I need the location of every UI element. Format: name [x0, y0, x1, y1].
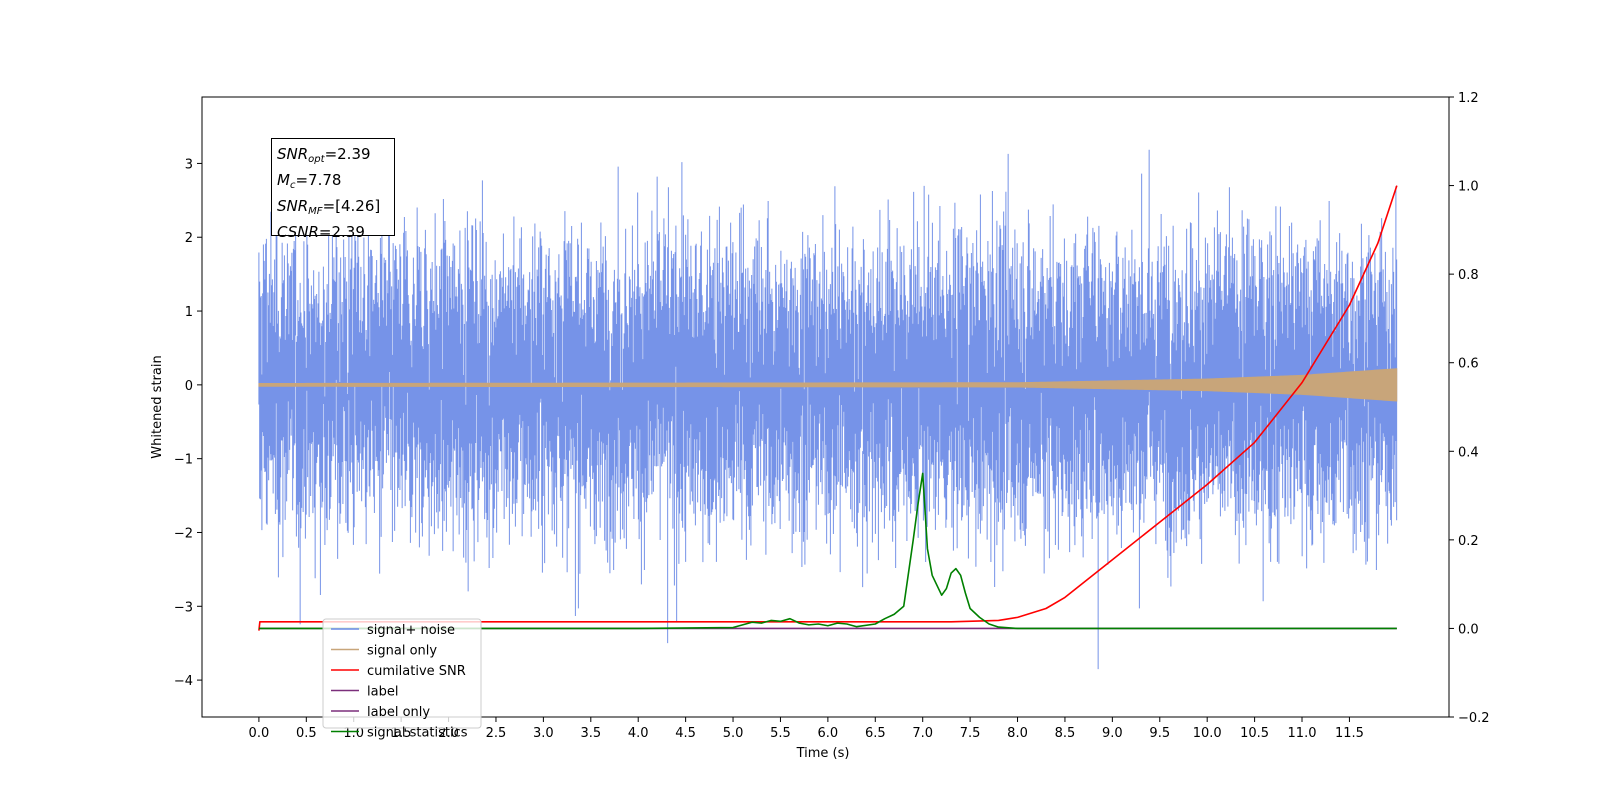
x-tick-label: 9.5 — [1149, 726, 1170, 741]
y2-tick-label: −0.2 — [1458, 711, 1490, 726]
x-tick-label: 8.0 — [1007, 726, 1028, 741]
legend-label: label only — [367, 705, 430, 720]
y-tick-label: −1 — [174, 453, 193, 468]
legend: signal+ noise signal only cumilative SNR la… — [322, 618, 482, 741]
y-axis-label: Whitened strain — [150, 355, 165, 458]
y-axis-left: 3 2 1 0 −1 −2 −3 −4 — [174, 157, 202, 689]
y2-tick-label: 0.0 — [1458, 622, 1479, 637]
x-tick-label: 4.5 — [675, 726, 696, 741]
signal-plus-noise-line — [258, 149, 1398, 670]
legend-label: cumilative SNR — [367, 664, 466, 679]
stats-annotation-box: SNRopt=2.39 Mc=7.78 SNRMF=[4.26] CSNR=2.… — [271, 138, 395, 241]
y2-tick-label: 0.8 — [1458, 268, 1479, 283]
x-axis: 0.0 0.5 1.0 1.5 2.0 2.5 3.0 3.5 4.0 4.5 5.0 5.5 6.0 6… — [249, 717, 1364, 741]
y2-tick-label: 1.0 — [1458, 180, 1479, 195]
x-tick-label: 1.0 — [343, 726, 364, 741]
y2-tick-label: 0.2 — [1458, 534, 1479, 549]
snr-opt-annotation: SNRopt=2.39 — [277, 145, 371, 165]
x-tick-label: 4.0 — [628, 726, 649, 741]
legend-label: label — [367, 685, 398, 700]
y-tick-label: 3 — [185, 157, 193, 172]
right-axis-series — [258, 185, 1398, 631]
signal-only-envelope — [258, 368, 1398, 402]
snr-mf-annotation: SNRMF=[4.26] — [277, 197, 381, 217]
legend-frame — [322, 618, 482, 729]
x-tick-label: 0.0 — [249, 726, 270, 741]
axes-frame — [201, 96, 1450, 718]
y2-tick-label: 0.4 — [1458, 445, 1479, 460]
x-tick-label: 6.5 — [865, 726, 886, 741]
cumilative-snr-line — [258, 185, 1398, 631]
y-tick-label: −2 — [174, 526, 193, 541]
x-tick-label: 11.5 — [1335, 726, 1364, 741]
x-tick-label: 3.0 — [533, 726, 554, 741]
x-tick-label: 2.5 — [486, 726, 507, 741]
x-tick-label: 5.0 — [723, 726, 744, 741]
x-tick-label: 1.5 — [391, 726, 412, 741]
csnr-annotation: CSNR=2.39 — [277, 223, 365, 241]
y2-tick-label: 1.2 — [1458, 91, 1479, 106]
x-tick-label: 3.5 — [580, 726, 601, 741]
x-axis-label: Time (s) — [796, 746, 850, 761]
signal-only-series — [258, 368, 1398, 402]
x-tick-label: 10.0 — [1193, 726, 1222, 741]
x-tick-label: 7.0 — [912, 726, 933, 741]
x-tick-label: 11.0 — [1288, 726, 1317, 741]
x-tick-label: 5.5 — [770, 726, 791, 741]
x-tick-label: 2.0 — [438, 726, 459, 741]
x-tick-label: 8.5 — [1055, 726, 1076, 741]
legend-label: signal only — [367, 644, 437, 659]
y-axis-right: 1.2 1.0 0.8 0.6 0.4 0.2 0.0 −0.2 — [1449, 91, 1490, 726]
y-tick-label: 2 — [185, 231, 193, 246]
y-tick-label: −3 — [174, 600, 193, 615]
x-tick-label: 6.0 — [818, 726, 839, 741]
signal-statistics-line — [258, 472, 1397, 630]
x-tick-label: 9.0 — [1102, 726, 1123, 741]
y-tick-label: 0 — [185, 379, 193, 394]
x-tick-label: 10.5 — [1240, 726, 1269, 741]
x-tick-label: 0.5 — [296, 726, 317, 741]
chirp-mass-annotation: Mc=7.78 — [277, 171, 342, 191]
y-tick-label: 1 — [185, 305, 193, 320]
y2-tick-label: 0.6 — [1458, 357, 1479, 372]
legend-label: signal+ noise — [367, 623, 455, 638]
legend-label: signal statistics — [367, 726, 468, 741]
y-tick-label: −4 — [174, 674, 193, 689]
signal-plus-noise-series — [258, 149, 1398, 670]
x-tick-label: 7.5 — [960, 726, 981, 741]
